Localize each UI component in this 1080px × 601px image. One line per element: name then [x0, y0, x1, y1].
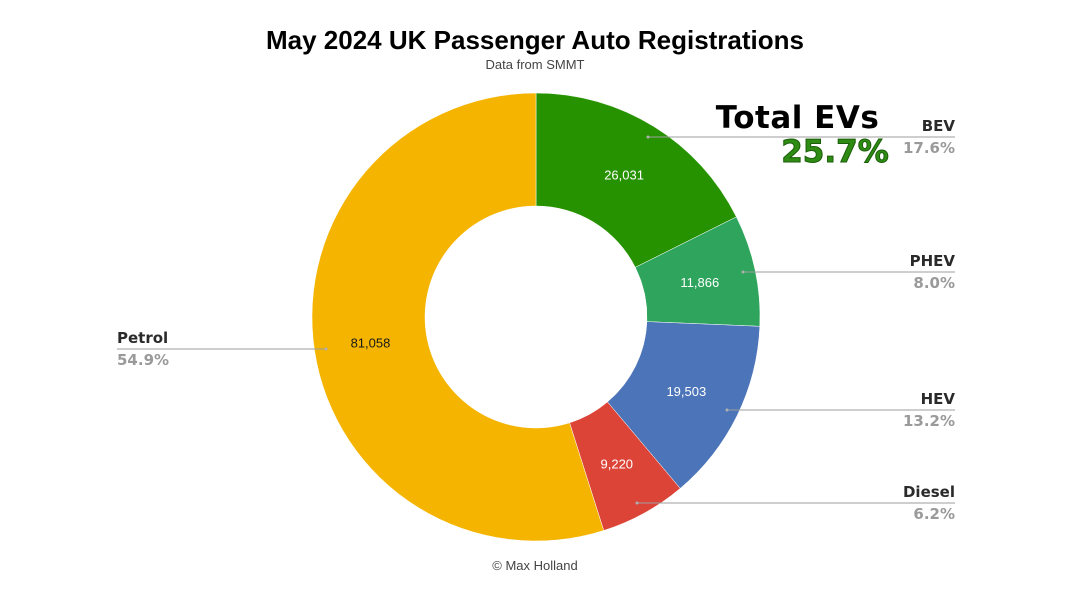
chart-title: May 2024 UK Passenger Auto Registrations [266, 25, 804, 55]
value-label-phev: 11,866 [680, 275, 719, 290]
leader-dot-diesel [635, 501, 639, 505]
category-label-hev: HEV [921, 390, 956, 408]
leader-dot-petrol [324, 347, 328, 351]
percent-label-diesel: 6.2% [913, 505, 955, 523]
category-label-diesel: Diesel [903, 483, 955, 501]
value-label-bev: 26,031 [604, 168, 644, 183]
slice-bev [535, 92, 737, 268]
slice-petrol [311, 92, 605, 542]
chart-subtitle: Data from SMMT [485, 57, 585, 72]
total-evs-value: 25.7% [781, 134, 890, 171]
percent-label-hev: 13.2% [903, 412, 955, 430]
category-label-bev: BEV [922, 117, 956, 135]
value-label-diesel: 9,220 [601, 457, 634, 472]
category-label-phev: PHEV [910, 252, 956, 270]
credit-text: © Max Holland [492, 558, 578, 573]
total-evs-label: Total EVs [715, 100, 880, 136]
percent-label-bev: 17.6% [903, 139, 955, 157]
leader-dot-phev [741, 270, 745, 274]
leader-dot-bev [646, 135, 650, 139]
category-label-petrol: Petrol [117, 329, 168, 347]
value-label-hev: 19,503 [666, 384, 706, 399]
percent-label-petrol: 54.9% [117, 351, 169, 369]
percent-label-phev: 8.0% [913, 274, 955, 292]
leader-dot-hev [725, 408, 729, 412]
value-label-petrol: 81,058 [351, 336, 391, 351]
